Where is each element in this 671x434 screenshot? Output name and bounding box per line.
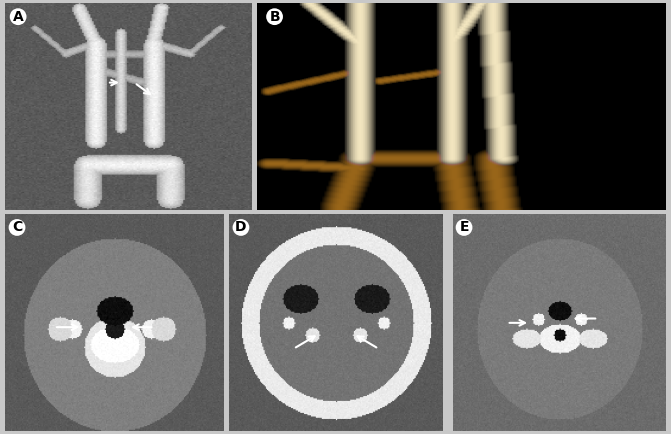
- Text: A: A: [13, 10, 23, 24]
- Text: D: D: [236, 220, 247, 234]
- Text: B: B: [269, 10, 280, 24]
- Text: E: E: [460, 220, 469, 234]
- Text: C: C: [12, 220, 22, 234]
